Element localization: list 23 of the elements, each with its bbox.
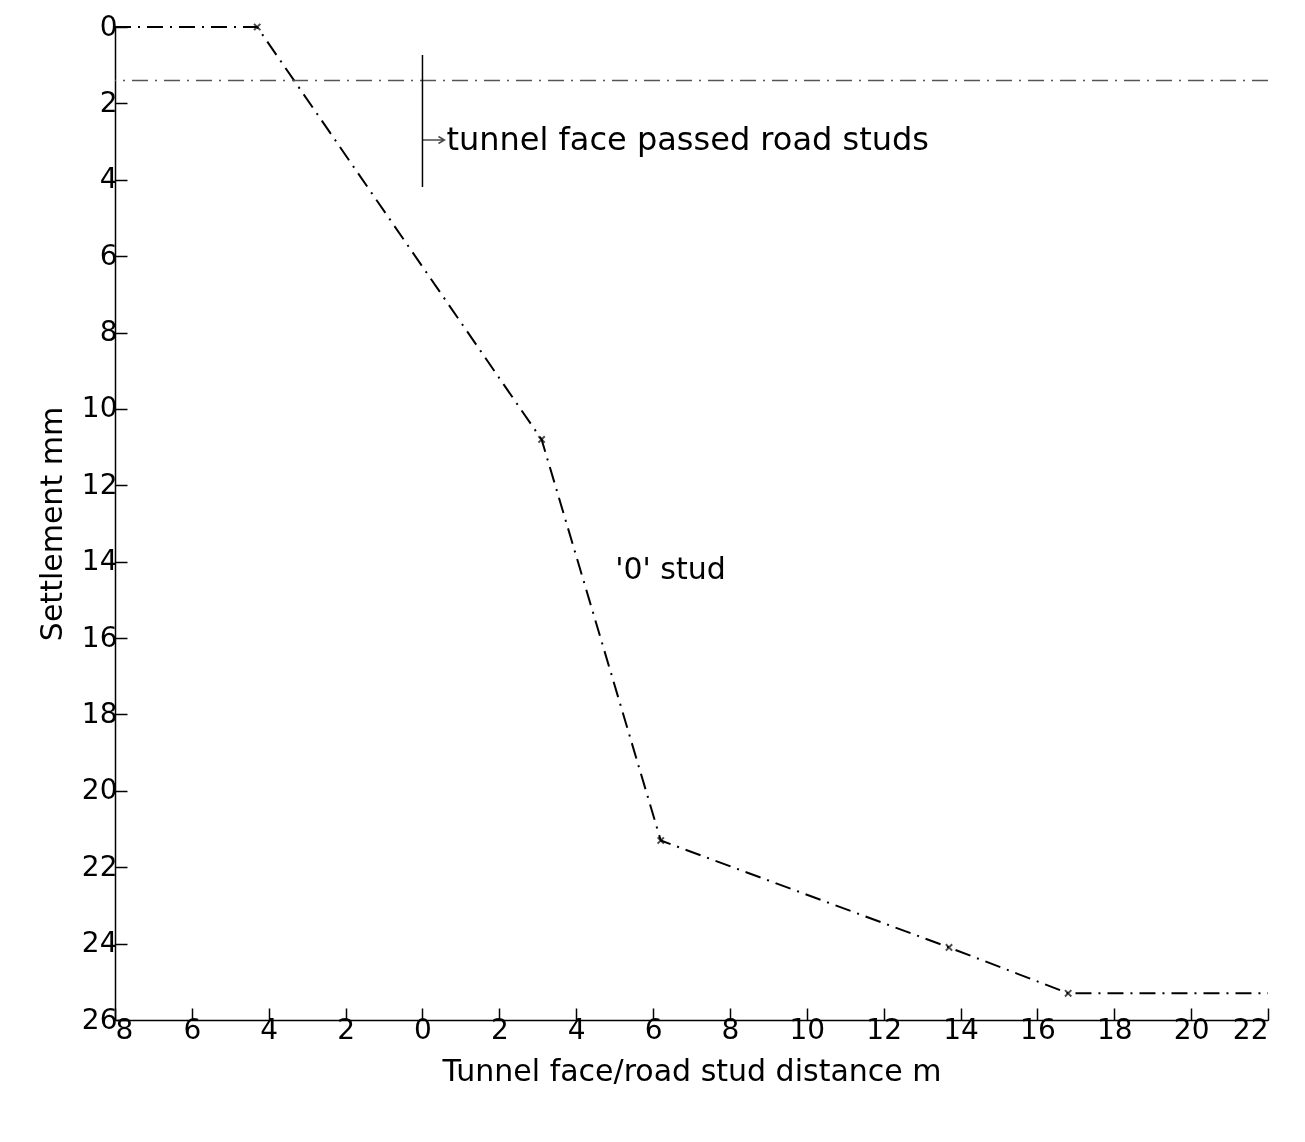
y-tick-label: 18 <box>81 696 118 730</box>
y-tick-label: 2 <box>99 85 118 119</box>
x-tick-label: 4 <box>567 1012 586 1046</box>
y-tick-label: 6 <box>99 238 118 272</box>
y-tick-label: 20 <box>81 773 118 807</box>
point <box>537 435 546 444</box>
y-tick-label: 24 <box>81 926 118 960</box>
ref-line-label: tunnel face passed road studs <box>446 120 929 158</box>
y-tick-label: 0 <box>99 9 118 43</box>
series-label: '0' stud <box>615 550 726 586</box>
y-tick-label: 26 <box>81 1002 118 1036</box>
y-axis-title: Settlement mm <box>33 406 69 642</box>
y-tick-label: 12 <box>81 467 118 501</box>
y-tick-label: 8 <box>99 315 118 349</box>
y-tick-label: 14 <box>81 544 118 578</box>
y-tick-label: 4 <box>99 162 118 196</box>
y-tick-label: 10 <box>81 391 118 425</box>
x-axis-title: Tunnel face/road stud distance m <box>441 1052 942 1088</box>
point <box>656 836 665 845</box>
y-tick-label: 16 <box>81 620 118 654</box>
point <box>253 22 262 32</box>
y-tick-label: 22 <box>81 849 118 883</box>
point <box>1063 989 1073 998</box>
